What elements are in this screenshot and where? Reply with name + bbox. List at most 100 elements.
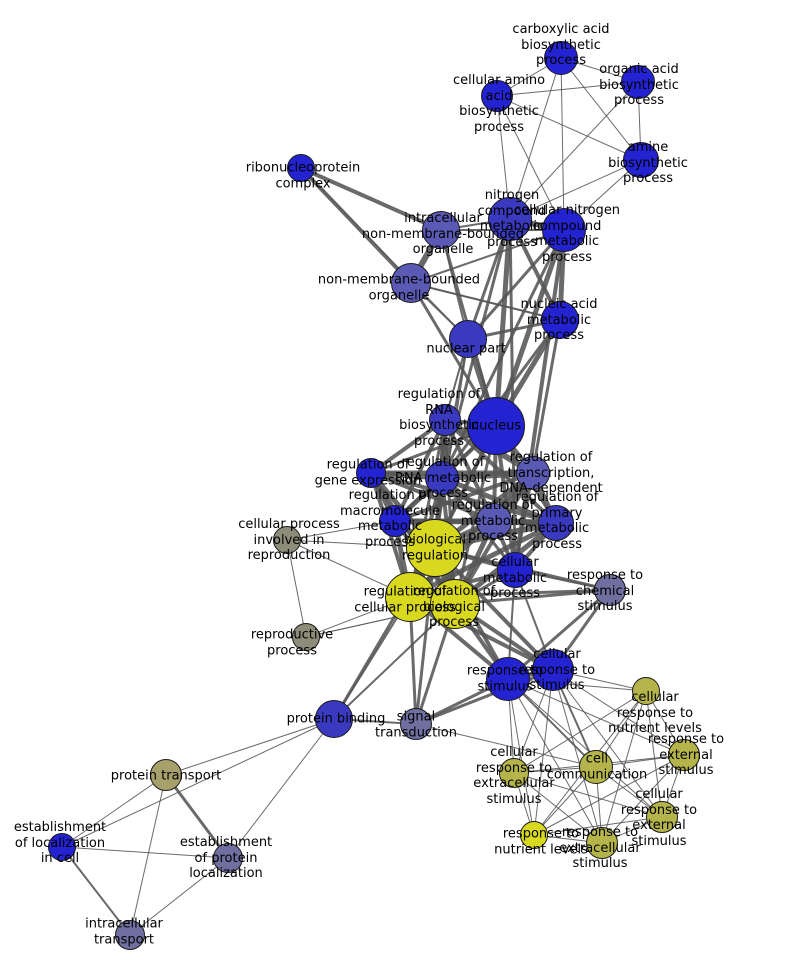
graph-node-label-intracellular-non-membrane-bounded-organelle: intracellular non-membrane-bounded organ… (361, 210, 525, 257)
graph-edge[interactable] (333, 603, 456, 720)
graph-node-cell-communication[interactable] (579, 750, 613, 784)
graph-edge[interactable] (560, 57, 642, 161)
graph-edge[interactable] (513, 772, 603, 844)
graph-node-nitrogen-compound-metabolic-process[interactable] (488, 197, 532, 241)
graph-node-protein-transport[interactable] (150, 759, 182, 791)
graph-node-organic-acid-biosynthetic-process[interactable] (621, 65, 655, 99)
graph-edge[interactable] (286, 539, 307, 638)
graph-edge[interactable] (601, 690, 647, 844)
graph-edge[interactable] (61, 846, 229, 859)
graph-edge[interactable] (227, 718, 335, 859)
graph-node-response-to-nutrient-levels[interactable] (520, 821, 548, 849)
graph-edge[interactable] (496, 95, 642, 161)
graph-edge[interactable] (507, 678, 603, 844)
graph-node-label-nucleus: nucleus (470, 418, 522, 434)
graph-node-regulation-of-rna-metabolic-process[interactable] (425, 461, 459, 495)
graph-node-regulation-of-metabolic-process[interactable] (476, 503, 512, 539)
graph-node-intracellular-non-membrane-bounded-organelle[interactable] (422, 211, 460, 249)
graph-node-signal-transduction[interactable] (400, 708, 432, 740)
graph-edge[interactable] (61, 846, 131, 936)
graph-node-protein-binding[interactable] (315, 700, 353, 738)
graph-node-cellular-process-involved-in-reproduction[interactable] (273, 526, 301, 554)
graph-edge[interactable] (496, 81, 639, 97)
graph-edge[interactable] (513, 690, 647, 774)
graph-node-nuclear-part[interactable] (449, 320, 487, 358)
graph-node-ribonucleoprotein-complex[interactable] (287, 154, 315, 182)
graph-edge[interactable] (552, 669, 663, 818)
graph-edge[interactable] (369, 471, 496, 523)
graph-edge[interactable] (552, 669, 603, 844)
graph-node-nucleus[interactable] (467, 397, 525, 455)
graph-edge[interactable] (493, 227, 567, 429)
graph-node-cellular-response-to-external-stimulus[interactable] (646, 801, 678, 833)
graph-edge[interactable] (415, 723, 597, 768)
graph-node-label-regulation-of-primary-metabolic-process: regulation of primary metabolic process (515, 490, 599, 552)
graph-edge[interactable] (533, 754, 685, 836)
graph-edge[interactable] (414, 546, 437, 726)
graph-edge[interactable] (533, 816, 663, 836)
graph-node-nucleic-acid-metabolic-process[interactable] (541, 301, 579, 339)
graph-node-cellular-metabolic-process[interactable] (497, 552, 533, 588)
graph-edge[interactable] (509, 81, 639, 220)
graph-edge[interactable] (507, 678, 663, 818)
graph-node-establishment-of-protein-localization[interactable] (213, 843, 243, 873)
graph-node-regulation-of-biological-process[interactable] (430, 579, 480, 629)
graph-node-regulation-of-macromolecule-metabolic-process[interactable] (379, 505, 411, 537)
graph-edge[interactable] (165, 718, 335, 776)
graph-node-amine-biosynthetic-process[interactable] (623, 142, 659, 178)
graph-node-label-response-to-chemical-stimulus: response to chemical stimulus (566, 567, 644, 614)
graph-node-biological-regulation[interactable] (406, 519, 464, 577)
graph-edge[interactable] (453, 588, 612, 606)
graph-node-carboxylic-acid-biosynthetic-process[interactable] (544, 41, 578, 75)
graph-node-intracellular-transport[interactable] (115, 920, 145, 950)
graph-node-label-cellular-process-involved-in-reproduction: cellular process involved in reproductio… (238, 516, 340, 563)
graph-node-label-amine-biosynthetic-process: amine biosynthetic process (608, 139, 688, 186)
graph-edge[interactable] (369, 471, 558, 525)
graph-edge[interactable] (466, 228, 566, 341)
graph-node-response-to-external-stimulus[interactable] (668, 739, 700, 771)
graph-edge[interactable] (507, 678, 685, 756)
graph-edge[interactable] (493, 216, 513, 429)
graph-edge[interactable] (129, 774, 167, 936)
graph-edge[interactable] (513, 772, 663, 818)
graph-edge[interactable] (410, 229, 565, 284)
graph-edge[interactable] (496, 95, 565, 231)
graph-node-cellular-response-to-stimulus[interactable] (532, 649, 574, 691)
graph-node-reproductive-process[interactable] (292, 623, 320, 651)
graph-edge[interactable] (645, 690, 663, 818)
graph-edge[interactable] (533, 669, 554, 836)
graph-edge[interactable] (410, 282, 561, 321)
graph-edge[interactable] (552, 669, 685, 756)
graph-node-label-cellular-response-to-external-stimulus: cellular response to external stimulus (620, 787, 698, 849)
graph-node-regulation-of-rna-biosynthetic-process[interactable] (429, 404, 461, 436)
graph-edge[interactable] (129, 857, 229, 936)
graph-node-cellular-nitrogen-compound-metabolic-process[interactable] (542, 208, 586, 252)
graph-edge[interactable] (507, 678, 535, 836)
graph-node-label-cellular-response-to-stimulus: cellular response to stimulus (518, 646, 596, 693)
graph-node-regulation-of-transcription-dna-dependent[interactable] (516, 456, 550, 490)
graph-node-response-to-extracellular-stimulus[interactable] (586, 827, 618, 859)
graph-edge[interactable] (61, 774, 167, 848)
graph-node-cellular-response-to-nutrient-levels[interactable] (632, 677, 660, 705)
graph-edge[interactable] (61, 718, 335, 848)
graph-node-non-membrane-bounded-organelle[interactable] (391, 263, 431, 303)
graph-edge[interactable] (299, 166, 443, 232)
graph-edge[interactable] (164, 773, 230, 860)
graph-edge[interactable] (509, 159, 642, 220)
graph-node-response-to-stimulus[interactable] (486, 657, 530, 701)
graph-edge[interactable] (560, 57, 565, 231)
graph-edge[interactable] (509, 57, 562, 220)
graph-node-regulation-of-gene-expression[interactable] (356, 458, 386, 488)
graph-edge[interactable] (601, 754, 685, 844)
graph-node-response-to-chemical-stimulus[interactable] (594, 574, 626, 606)
graph-node-establishment-of-localization-in-cell[interactable] (48, 833, 76, 861)
graph-node-label-nucleic-acid-metabolic-process: nucleic acid metabolic process (520, 296, 598, 343)
graph-node-cellular-amino-acid-biosynthetic-process[interactable] (481, 80, 513, 112)
graph-node-cellular-response-to-extracellular-stimulus[interactable] (499, 758, 529, 788)
graph-node-regulation-of-primary-metabolic-process[interactable] (538, 505, 574, 541)
graph-node-label-response-to-external-stimulus: response to external stimulus (647, 731, 725, 778)
graph-node-label-carboxylic-acid-biosynthetic-process: carboxylic acid biosynthetic process (512, 21, 610, 68)
graph-edge[interactable] (414, 668, 555, 726)
graph-edge[interactable] (286, 520, 396, 541)
